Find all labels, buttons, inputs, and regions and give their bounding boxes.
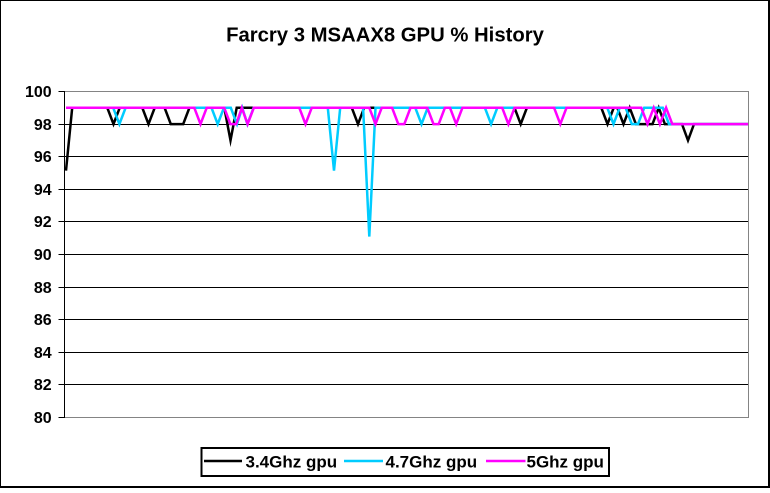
svg-text:82: 82 xyxy=(34,377,52,394)
svg-text:94: 94 xyxy=(34,182,52,199)
svg-text:5Ghz gpu: 5Ghz gpu xyxy=(527,452,604,471)
svg-text:90: 90 xyxy=(34,247,52,264)
svg-text:98: 98 xyxy=(34,117,52,134)
svg-text:84: 84 xyxy=(34,345,52,362)
svg-text:88: 88 xyxy=(34,280,52,297)
svg-text:96: 96 xyxy=(34,149,52,166)
svg-text:4.7Ghz gpu: 4.7Ghz gpu xyxy=(386,452,478,471)
svg-text:3.4Ghz gpu: 3.4Ghz gpu xyxy=(246,452,338,471)
svg-text:80: 80 xyxy=(34,410,52,427)
svg-text:92: 92 xyxy=(34,214,52,231)
svg-text:Farcry 3 MSAAX8 GPU % History: Farcry 3 MSAAX8 GPU % History xyxy=(226,25,545,47)
svg-text:100: 100 xyxy=(25,84,52,101)
svg-text:86: 86 xyxy=(34,312,52,329)
